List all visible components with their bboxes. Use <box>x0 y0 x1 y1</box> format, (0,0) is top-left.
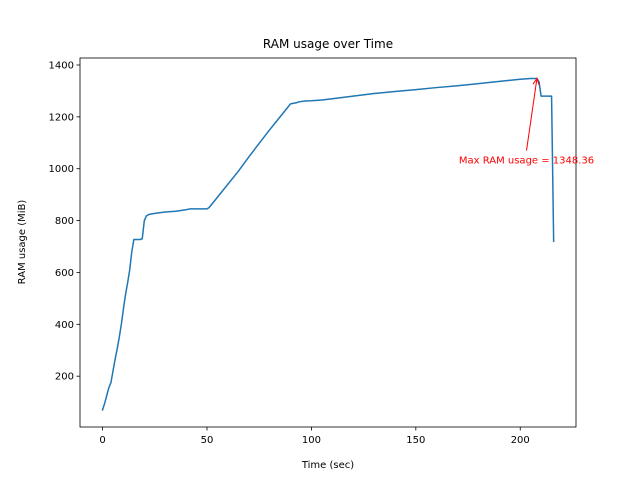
y-tick-label: 1000 <box>49 164 74 175</box>
max-ram-annotation: Max RAM usage = 1348.36 <box>459 156 594 167</box>
x-tick-label: 50 <box>201 435 214 446</box>
x-tick-label: 100 <box>302 435 321 446</box>
y-tick-label: 600 <box>55 268 74 279</box>
annotation-arrow-head <box>532 77 540 86</box>
ram-usage-line <box>101 77 555 411</box>
axes-frame <box>79 57 577 428</box>
x-tick-label: 150 <box>406 435 425 446</box>
y-tick-label: 1200 <box>49 112 74 123</box>
y-axis-label: RAM usage (MiB) <box>17 200 28 285</box>
y-tick-label: 400 <box>55 320 74 331</box>
annotation-arrow-shaft <box>526 79 538 151</box>
plot-area <box>101 77 555 411</box>
y-tick-label: 1400 <box>49 61 74 72</box>
x-tick-label: 200 <box>511 435 530 446</box>
y-tick-label: 800 <box>55 216 74 227</box>
y-tick-label: 200 <box>55 372 74 383</box>
annotation-layer: Max RAM usage = 1348.36 <box>459 77 594 167</box>
x-axis-label: Time (sec) <box>301 460 354 471</box>
chart-title: RAM usage over Time <box>263 37 393 51</box>
x-tick-label: 0 <box>99 435 105 446</box>
axis-ticks: 0 50 100 150 200 200 400 600 800 1000 1200 1400 <box>49 61 530 446</box>
